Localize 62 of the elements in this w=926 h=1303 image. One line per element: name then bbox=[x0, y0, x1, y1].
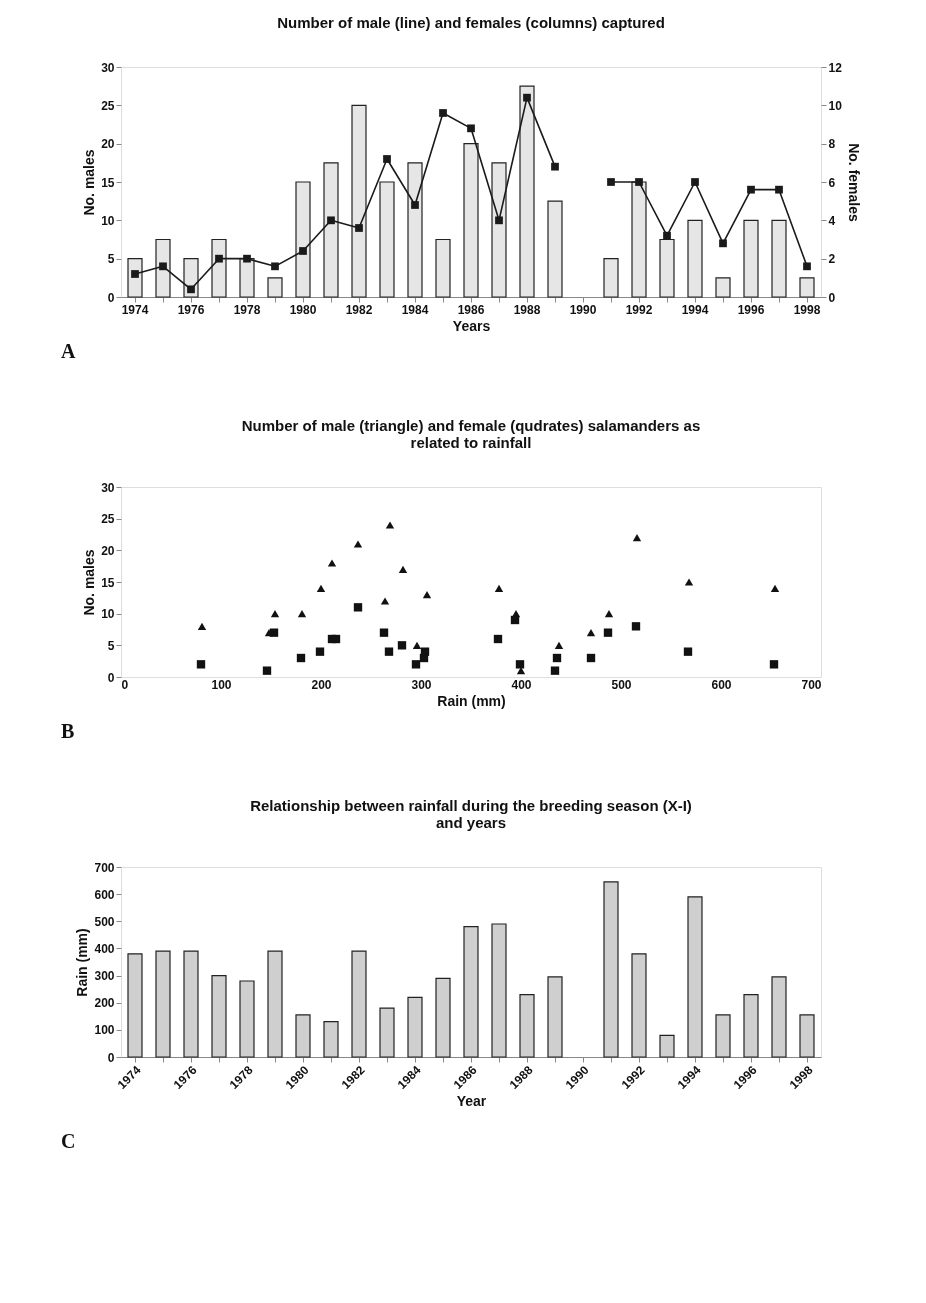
x-tick-label: 600 bbox=[711, 677, 732, 692]
x-tick-label: 1984 bbox=[401, 302, 429, 317]
y2-tick-label: 6 bbox=[828, 175, 836, 190]
y-tick-label: 0 bbox=[107, 1050, 115, 1065]
x-tick-label: 300 bbox=[411, 677, 432, 692]
x-tick-label: 200 bbox=[311, 677, 332, 692]
y-tick-label: 500 bbox=[94, 914, 115, 929]
chart-title: Number of male (triangle) and female (qudrates) salamanders as related to rainfall bbox=[241, 417, 701, 451]
x-tick-label: 1986 bbox=[457, 302, 485, 317]
y-axis-title: Rain (mm) bbox=[74, 928, 91, 997]
x-tick-label: 1976 bbox=[177, 302, 205, 317]
chart-title: Relationship between rainfall during the breeding season (X-I) and years bbox=[250, 797, 692, 831]
y-tick-label: 100 bbox=[94, 1023, 115, 1038]
text: B bbox=[61, 720, 75, 742]
x-tick-label: 400 bbox=[511, 677, 532, 692]
text: A bbox=[61, 340, 76, 362]
x-tick-label: 1996 bbox=[737, 302, 765, 317]
y-tick-label: 200 bbox=[94, 996, 115, 1011]
text: C bbox=[61, 1130, 76, 1152]
y2-tick-label: 8 bbox=[828, 137, 836, 152]
x-tick-label: 1980 bbox=[289, 302, 317, 317]
y-tick-label: 20 bbox=[101, 137, 115, 152]
x-tick-label: 700 bbox=[801, 677, 822, 692]
x-tick-label: 0 bbox=[121, 677, 129, 692]
y2-tick-label: 10 bbox=[828, 98, 843, 113]
y-tick-label: 600 bbox=[94, 887, 115, 902]
y-axis-title: No. males bbox=[81, 549, 98, 616]
y2-tick-label: 0 bbox=[828, 290, 836, 305]
y-tick-label: 15 bbox=[101, 575, 115, 590]
x-tick-label: 1998 bbox=[793, 302, 821, 317]
y-tick-label: 700 bbox=[94, 860, 115, 875]
y2-tick-label: 2 bbox=[828, 252, 836, 267]
y2-tick-label: 12 bbox=[828, 60, 843, 75]
x-axis-title: Rain (mm) bbox=[437, 692, 506, 709]
y-tick-label: 400 bbox=[94, 941, 115, 956]
x-tick-label: 1990 bbox=[569, 302, 597, 317]
y-tick-label: 0 bbox=[107, 290, 115, 305]
y-tick-label: 300 bbox=[94, 969, 115, 984]
x-axis-title: Year bbox=[456, 1093, 487, 1110]
y-tick-label: 30 bbox=[101, 480, 115, 495]
x-tick-label: 500 bbox=[611, 677, 632, 692]
y2-axis-title: No. females bbox=[845, 143, 862, 222]
y-tick-label: 5 bbox=[107, 638, 115, 653]
x-tick-label: 1974 bbox=[121, 302, 149, 317]
x-tick-label: 100 bbox=[211, 677, 232, 692]
y-axis-title: No. males bbox=[81, 149, 98, 216]
y-tick-label: 5 bbox=[107, 252, 115, 267]
y-tick-label: 15 bbox=[101, 175, 115, 190]
y-tick-label: 20 bbox=[101, 543, 115, 558]
y-tick-label: 10 bbox=[101, 607, 115, 622]
y2-tick-label: 4 bbox=[828, 213, 836, 228]
y-tick-label: 30 bbox=[101, 60, 115, 75]
y-tick-label: 25 bbox=[101, 98, 115, 113]
x-tick-label: 1982 bbox=[345, 302, 373, 317]
x-tick-label: 1988 bbox=[513, 302, 541, 317]
x-tick-label: 1978 bbox=[233, 302, 261, 317]
chart-title: Number of male (line) and females (columns) captured bbox=[277, 14, 665, 31]
x-tick-label: 1992 bbox=[625, 302, 653, 317]
x-axis-title: Years bbox=[452, 317, 491, 334]
x-tick-label: 1994 bbox=[681, 302, 709, 317]
y-tick-label: 10 bbox=[101, 213, 115, 228]
y-tick-label: 25 bbox=[101, 512, 115, 527]
